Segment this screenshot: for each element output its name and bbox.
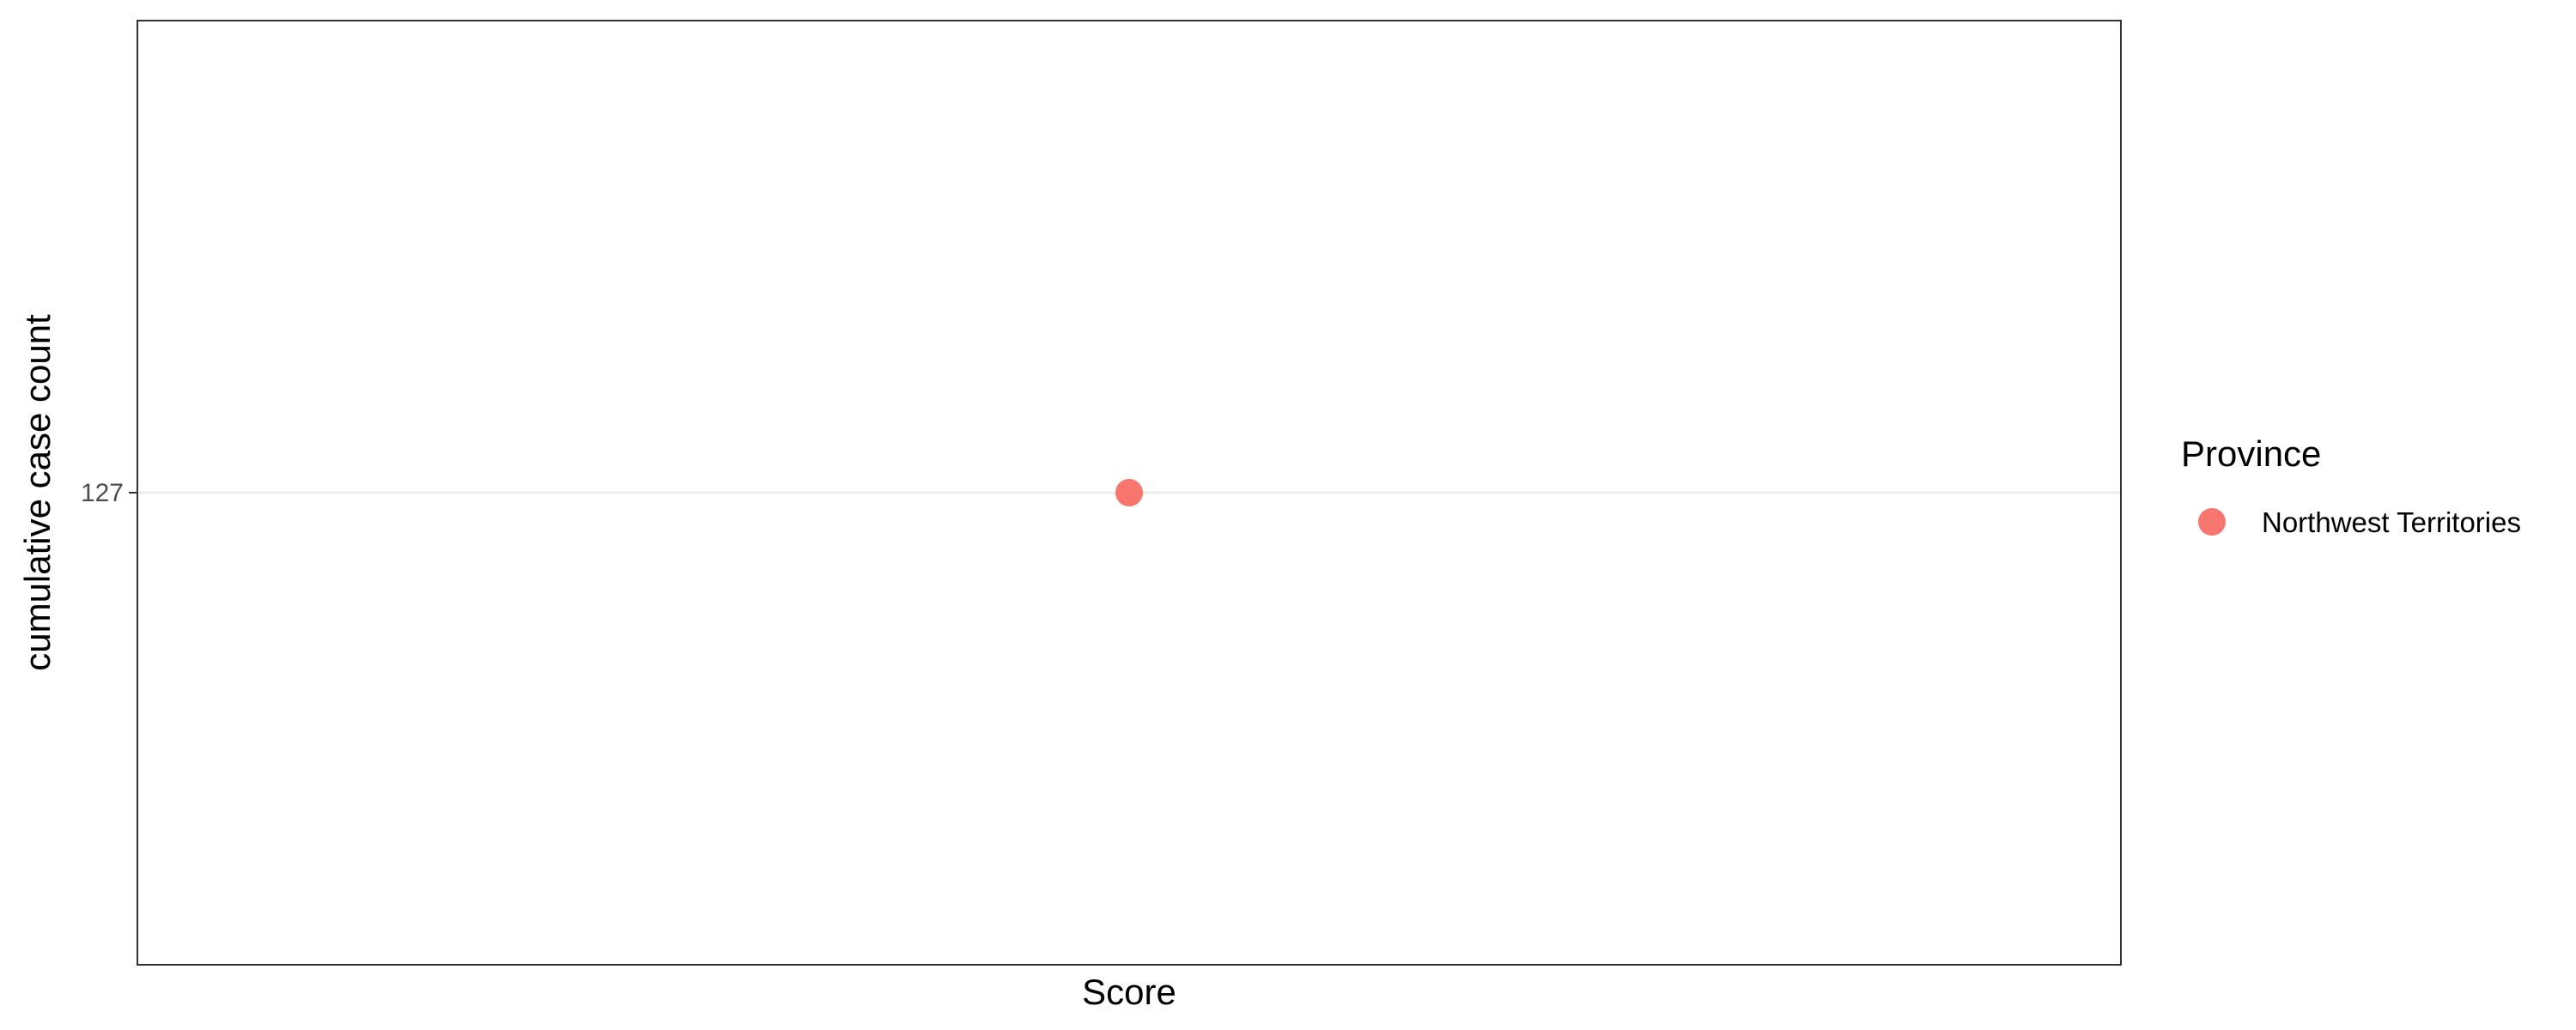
- x-axis-title: Score: [1082, 972, 1176, 1012]
- data-point-northwest-territories: [1115, 479, 1143, 506]
- legend-label-northwest-territories: Northwest Territories: [2262, 506, 2521, 538]
- y-tick-label: 127: [81, 479, 124, 507]
- legend-key-northwest-territories: [2198, 508, 2226, 536]
- plot-panel-border: [137, 20, 2122, 966]
- y-axis-title: cumulative case count: [17, 314, 58, 671]
- legend-title: Province: [2181, 433, 2321, 474]
